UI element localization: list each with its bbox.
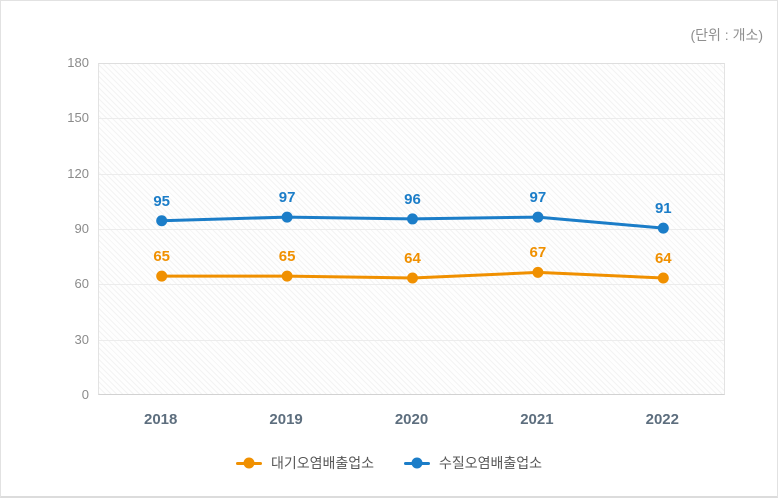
data-point-value: 64 bbox=[654, 249, 672, 267]
gridline bbox=[99, 284, 724, 286]
legend-item[interactable]: 수질오염배출업소 bbox=[404, 453, 542, 473]
legend-marker-line bbox=[404, 457, 430, 469]
x-tick-label: 2018 bbox=[144, 411, 178, 428]
x-tick-label: 2022 bbox=[645, 411, 679, 428]
legend-item[interactable]: 대기오염배출업소 bbox=[235, 453, 374, 473]
legend-label: 수질오염배출업소 bbox=[439, 455, 543, 471]
data-point-value: 65 bbox=[153, 248, 171, 266]
x-tick-label: 2020 bbox=[394, 411, 429, 428]
legend-label: 대기오염배출업소 bbox=[270, 455, 374, 471]
data-point bbox=[156, 270, 168, 282]
y-tick-label: 180 bbox=[67, 55, 89, 70]
data-point bbox=[407, 213, 418, 225]
data-point bbox=[407, 272, 418, 284]
data-point bbox=[657, 222, 669, 234]
data-point bbox=[657, 272, 669, 284]
legend-marker-dot bbox=[411, 457, 423, 469]
legend-marker-dot bbox=[243, 457, 255, 469]
legend-marker-line bbox=[235, 457, 262, 469]
data-point-value: 64 bbox=[404, 249, 421, 267]
x-tick-label: 2021 bbox=[520, 411, 554, 428]
y-tick-label: 90 bbox=[74, 221, 89, 236]
data-point-value: 97 bbox=[529, 189, 547, 207]
data-point bbox=[281, 270, 293, 282]
gridline bbox=[99, 229, 724, 230]
y-tick-label: 30 bbox=[74, 331, 89, 347]
data-point bbox=[281, 211, 293, 223]
gridline bbox=[99, 339, 724, 341]
data-point-value: 91 bbox=[654, 200, 672, 218]
data-point-value: 67 bbox=[529, 244, 547, 262]
data-point-value: 97 bbox=[278, 189, 296, 207]
x-tick-label: 2019 bbox=[269, 411, 303, 428]
legend: 대기오염배출업소 수질오염배출업소 bbox=[1, 453, 777, 473]
y-tick-label: 120 bbox=[67, 165, 89, 181]
x-axis: 2018 2019 2020 2021 2022 bbox=[98, 407, 725, 431]
y-tick-label: 0 bbox=[81, 387, 89, 402]
series-lines bbox=[156, 211, 669, 284]
y-tick-label: 150 bbox=[67, 110, 89, 126]
data-point bbox=[532, 266, 544, 278]
y-tick-label: 60 bbox=[74, 276, 89, 292]
data-point-value: 95 bbox=[153, 192, 171, 210]
gridline bbox=[99, 118, 724, 120]
y-axis: 0 30 60 90 120 150 180 bbox=[1, 1, 89, 441]
gridline bbox=[99, 173, 724, 175]
data-point-value: 96 bbox=[404, 190, 421, 208]
data-point-value: 65 bbox=[278, 248, 296, 266]
data-point bbox=[532, 211, 544, 223]
unit-label: (단위 : 개소) bbox=[690, 27, 763, 43]
data-point bbox=[156, 215, 168, 227]
plot-area: 65 65 64 67 64 95 97 96 97 91 bbox=[98, 63, 725, 395]
